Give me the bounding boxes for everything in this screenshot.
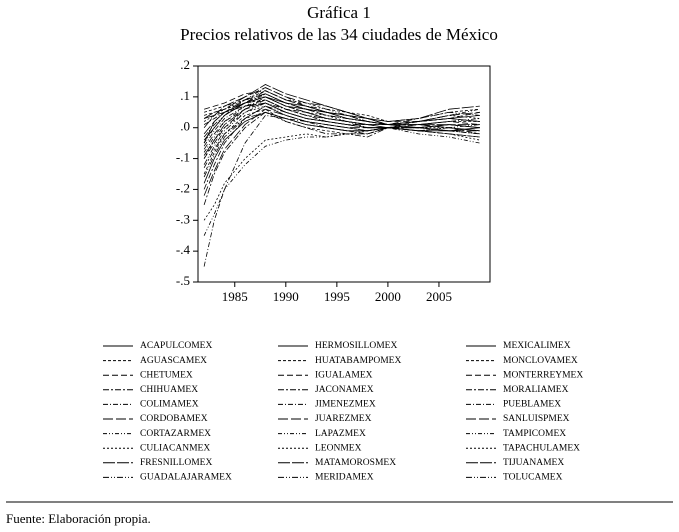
legend-label: COLIMAMEX <box>140 400 199 410</box>
chart-title: Gráfica 1 <box>307 3 371 22</box>
legend-label: HUATABAMPOMEX <box>315 356 401 366</box>
legend-label: CULIACANMEX <box>140 443 210 453</box>
series-line <box>203 87 480 144</box>
legend-label: JUAREZMEX <box>315 414 372 424</box>
legend-label: CORDOBAMEX <box>140 414 208 424</box>
y-tick-label: .0 <box>180 119 190 134</box>
series-line <box>203 96 480 144</box>
legend-label: MONTERREYMEX <box>503 370 583 380</box>
legend-label: MONCLOVAMEX <box>503 356 578 366</box>
legend-label: MATAMOROSMEX <box>315 458 396 468</box>
series-line <box>203 111 480 168</box>
legend-label: CORTAZARMEX <box>140 429 211 439</box>
legend-label: SANLUISPMEX <box>503 414 570 424</box>
series-line <box>203 111 480 206</box>
legend-label: ACAPULCOMEX <box>140 341 212 351</box>
series-line <box>203 105 480 159</box>
legend-label: JIMENEZMEX <box>315 400 376 410</box>
y-tick-label: .2 <box>180 57 190 72</box>
legend-label: TIJUANAMEX <box>503 458 564 468</box>
source-note: Fuente: Elaboración propia. <box>6 511 151 526</box>
series-line <box>203 90 480 138</box>
chart-subtitle: Precios relativos de las 34 ciudades de … <box>180 25 498 44</box>
legend-label: JACONAMEX <box>315 385 374 395</box>
legend-label: TAPACHULAMEX <box>503 443 580 453</box>
legend-label: MEXICALIMEX <box>503 341 571 351</box>
y-tick-label: -.2 <box>176 180 190 195</box>
series-line <box>203 90 480 122</box>
x-tick-label: 1990 <box>273 289 299 304</box>
x-tick-label: 1985 <box>222 289 248 304</box>
x-tick-label: 1995 <box>324 289 350 304</box>
series-line <box>203 127 480 236</box>
x-tick-label: 2005 <box>426 289 452 304</box>
legend-label: CHETUMEX <box>140 370 193 380</box>
plot-frame <box>197 65 491 283</box>
series-line <box>203 102 480 156</box>
series-line <box>203 127 480 221</box>
y-tick-label: -.4 <box>176 242 191 257</box>
legend-label: HERMOSILLOMEX <box>315 341 397 351</box>
legend-label: TOLUCAMEX <box>503 473 563 483</box>
series-line <box>203 114 480 267</box>
series-line <box>203 96 480 125</box>
x-tick-label: 2000 <box>375 289 401 304</box>
legend-label: MERIDAMEX <box>315 473 374 483</box>
y-tick-label: .1 <box>180 88 190 103</box>
legend-label: CHIHUAMEX <box>140 385 198 395</box>
legend-label: IGUALAMEX <box>315 370 373 380</box>
y-tick-label: -.5 <box>176 273 190 288</box>
legend-label: LAPAZMEX <box>315 429 366 439</box>
legend-label: LEONMEX <box>315 443 362 453</box>
series-line <box>203 102 480 129</box>
series-line <box>203 108 480 196</box>
legend-label: GUADALAJARAMEX <box>140 473 232 483</box>
y-tick-label: -.1 <box>176 150 190 165</box>
legend-label: AGUASCAMEX <box>140 356 207 366</box>
series-line <box>203 108 480 175</box>
series-line <box>203 84 480 128</box>
series-line <box>203 93 480 126</box>
y-tick-label: -.3 <box>176 211 190 226</box>
legend-label: TAMPICOMEX <box>503 429 566 439</box>
series-line <box>203 99 480 147</box>
legend-label: MORALIAMEX <box>503 385 569 395</box>
legend-label: PUEBLAMEX <box>503 400 561 410</box>
series-line <box>203 96 480 150</box>
legend-label: FRESNILLOMEX <box>140 458 212 468</box>
